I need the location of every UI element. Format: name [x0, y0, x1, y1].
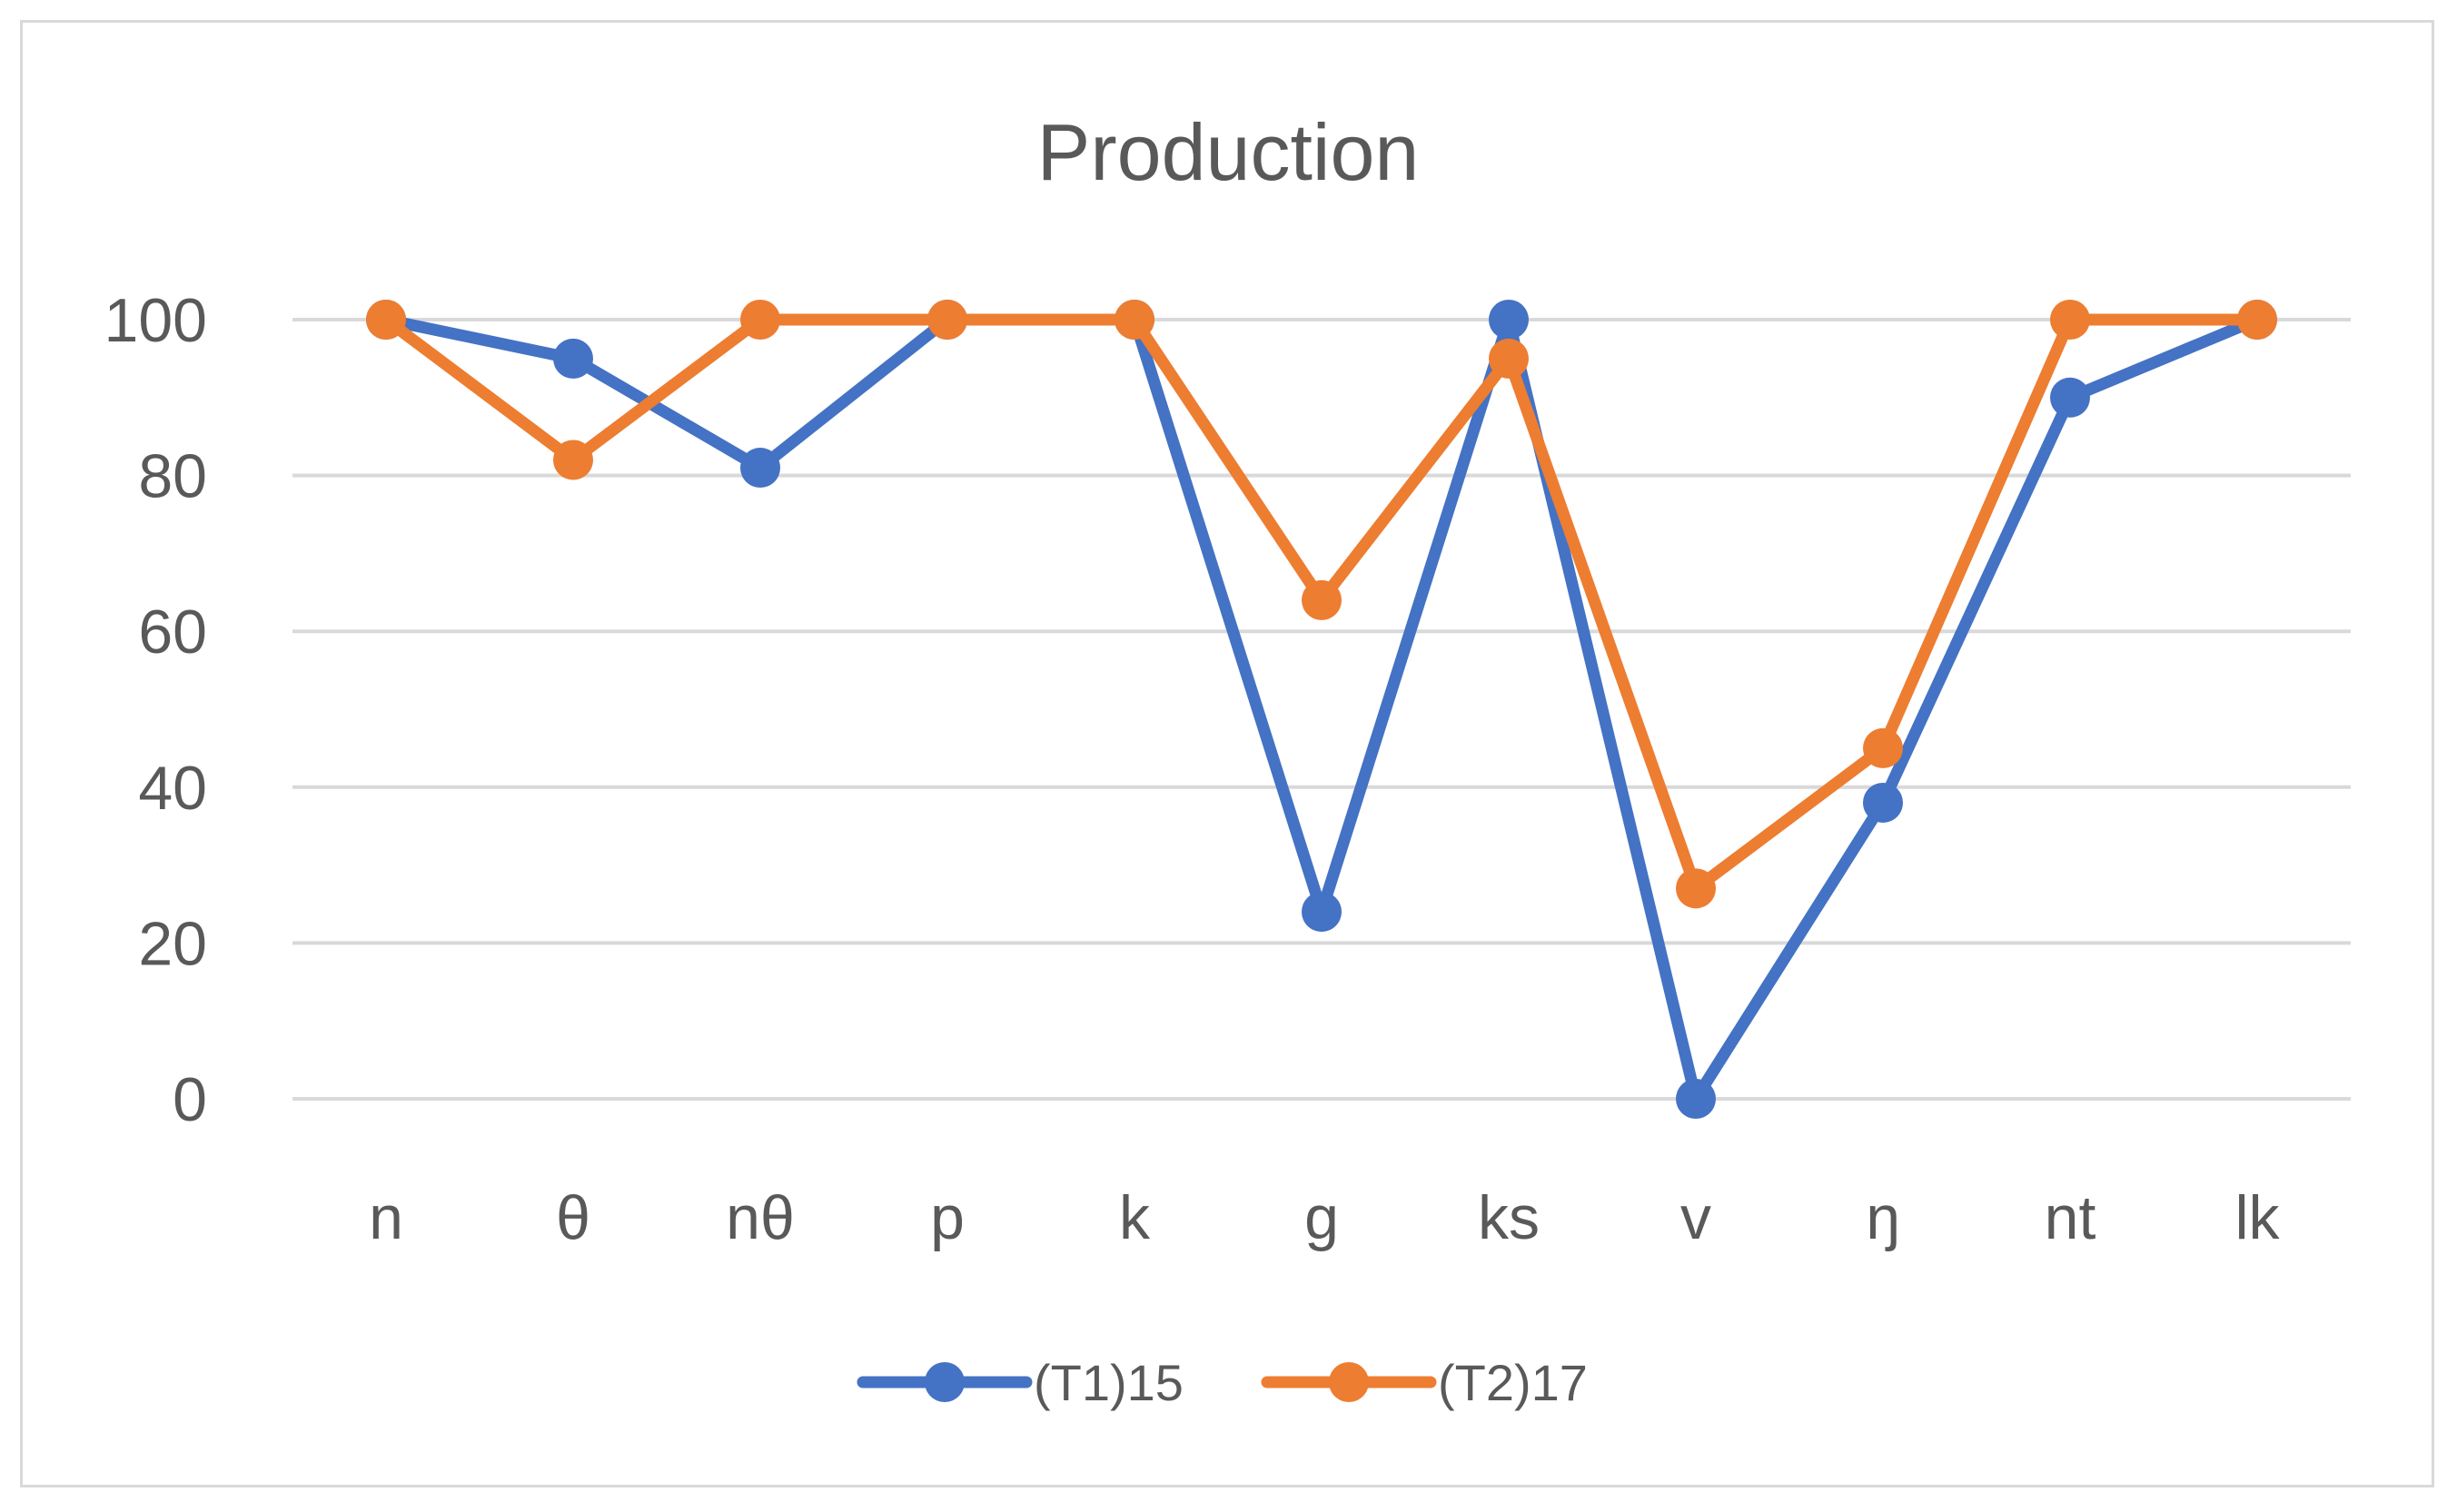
data-point	[2237, 300, 2277, 340]
series-2	[366, 300, 2277, 909]
data-point	[1302, 579, 1342, 620]
series-layer	[366, 300, 2277, 1119]
data-point	[1863, 782, 1903, 823]
y-tick-label: 40	[138, 754, 207, 823]
x-tick-label: lk	[2234, 1183, 2280, 1252]
legend-item: (T2)17	[1261, 1354, 1588, 1411]
legend: (T1)15 (T2)17	[857, 1354, 1588, 1411]
data-point	[740, 448, 780, 489]
data-point	[1302, 892, 1342, 933]
x-tick-label: nθ	[726, 1183, 795, 1252]
legend-item: (T1)15	[857, 1354, 1184, 1411]
x-tick-label: v	[1680, 1183, 1711, 1252]
y-axis-ticks: 0 20 40 60 80 100	[104, 286, 207, 1134]
x-tick-label: k	[1119, 1183, 1151, 1252]
legend-label: (T2)17	[1438, 1354, 1588, 1411]
x-tick-label: ŋ	[1866, 1183, 1900, 1252]
x-tick-label: n	[369, 1183, 403, 1252]
data-point	[1863, 727, 1903, 768]
x-tick-label: g	[1304, 1183, 1339, 1252]
x-tick-label: p	[930, 1183, 965, 1252]
y-tick-label: 20	[138, 909, 207, 978]
legend-marker	[925, 1362, 965, 1402]
y-tick-label: 60	[138, 598, 207, 667]
x-tick-label: ks	[1478, 1183, 1540, 1252]
chart-title: Production	[1037, 107, 1420, 197]
data-point	[1676, 868, 1716, 909]
data-point	[553, 440, 593, 480]
y-tick-label: 100	[104, 286, 207, 355]
data-point	[927, 300, 967, 340]
x-axis-ticks: n θ nθ p k g ks v ŋ nt lk	[369, 1183, 2280, 1252]
data-point	[1489, 300, 1529, 340]
gridlines	[292, 318, 2351, 1101]
data-point	[366, 300, 406, 340]
data-point	[2050, 377, 2090, 418]
data-point	[1489, 338, 1529, 379]
data-point	[553, 338, 593, 379]
data-point	[1115, 300, 1154, 340]
data-point	[2050, 300, 2090, 340]
x-tick-label: nt	[2045, 1183, 2096, 1252]
y-tick-label: 80	[138, 442, 207, 511]
data-point	[1676, 1079, 1716, 1119]
y-tick-label: 0	[173, 1065, 207, 1134]
chart-frame	[20, 20, 2434, 1487]
legend-label: (T1)15	[1034, 1354, 1184, 1411]
series-line	[380, 313, 2264, 1105]
data-point	[740, 300, 780, 340]
legend-marker	[1329, 1362, 1369, 1402]
series-1	[366, 300, 2277, 1119]
x-tick-label: θ	[556, 1183, 590, 1252]
